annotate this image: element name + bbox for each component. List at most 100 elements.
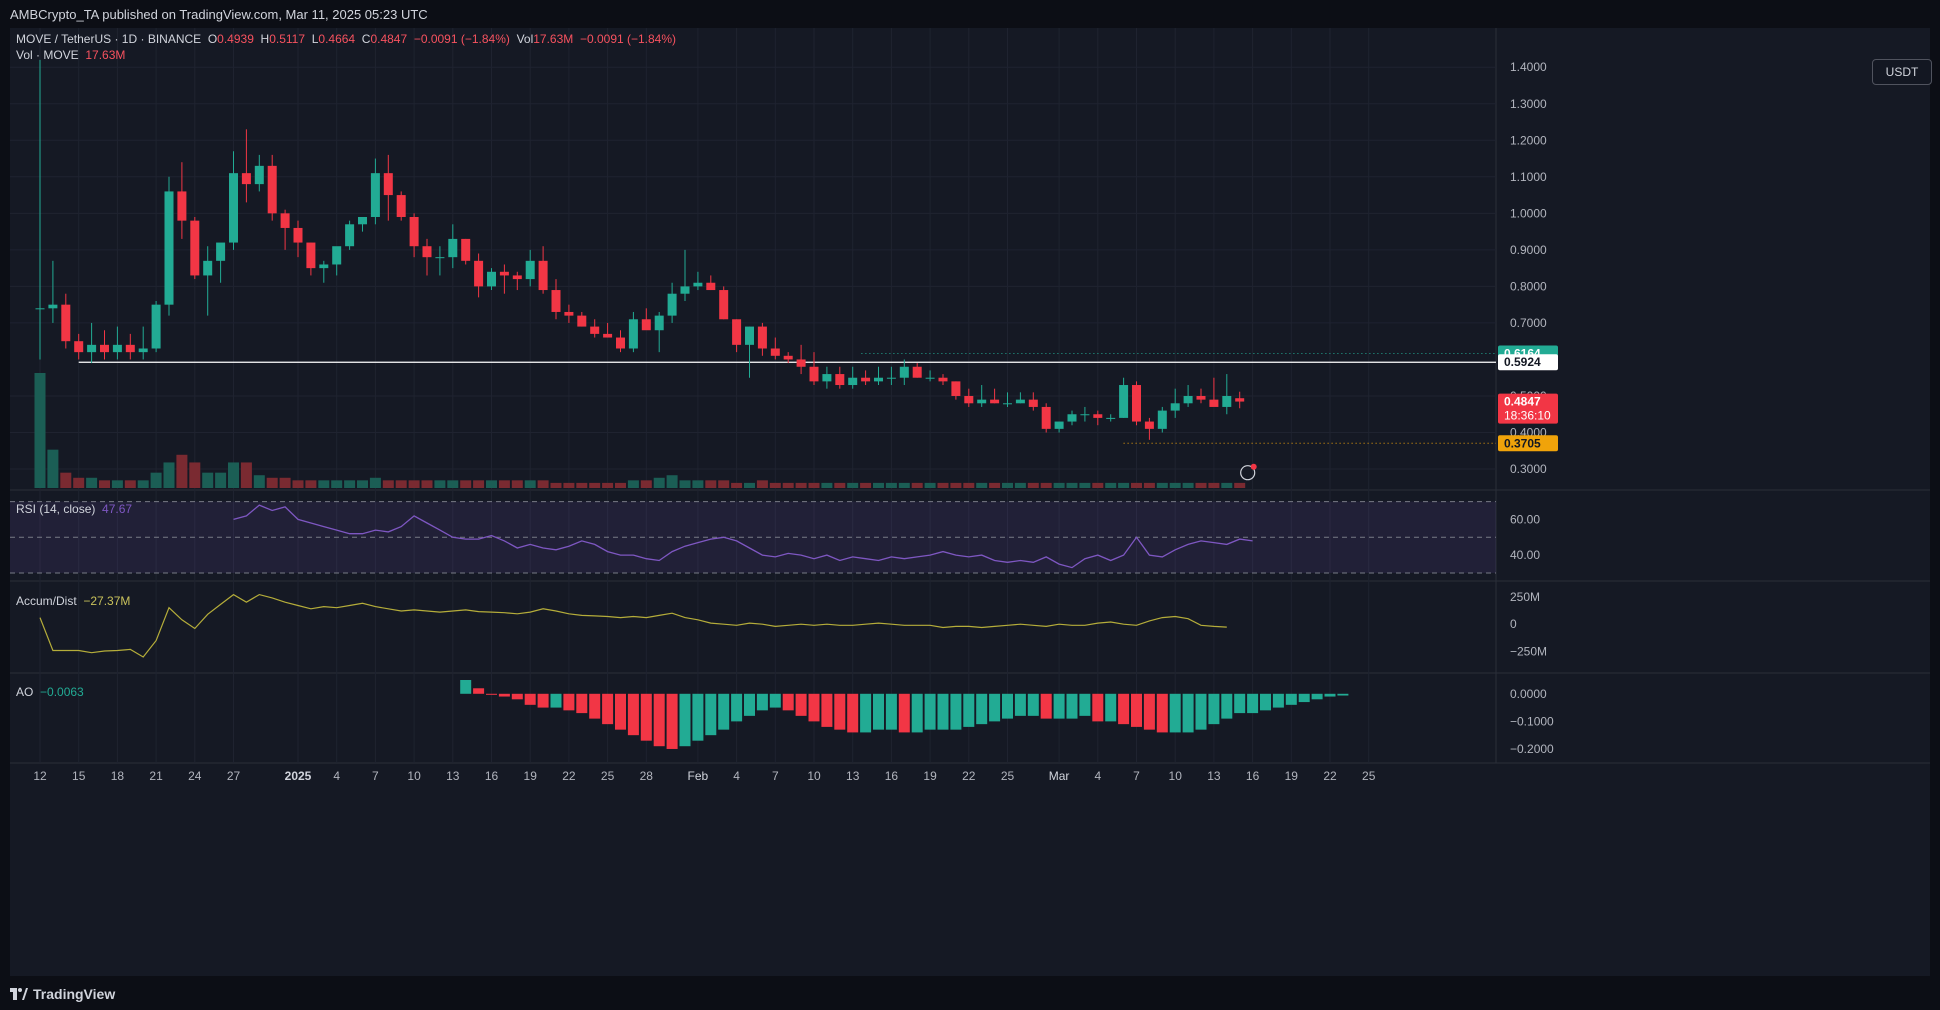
volume-bar <box>1053 482 1065 488</box>
ao-bar <box>963 693 975 727</box>
volume-bar <box>1131 482 1142 488</box>
candle-body <box>964 395 974 404</box>
volume-bar <box>924 482 936 488</box>
candle-body <box>1196 395 1206 400</box>
vol-label: Vol <box>516 32 534 46</box>
candle-body <box>306 242 316 269</box>
ao-bar <box>744 693 755 716</box>
rsi-label[interactable]: RSI (14, close) <box>16 502 96 516</box>
volume-bar <box>1208 482 1220 488</box>
candle-body <box>886 377 896 379</box>
ao-bar <box>1040 693 1052 719</box>
candle-body <box>628 319 638 349</box>
volume-bar <box>1195 482 1207 488</box>
open-value: 0.4939 <box>217 32 254 46</box>
volume-bar <box>357 480 368 488</box>
x-tick-label: 21 <box>149 769 163 783</box>
tradingview-logo-icon <box>10 988 28 1000</box>
candle-body <box>1093 414 1103 418</box>
x-tick-label: 24 <box>188 769 202 783</box>
volume-bar <box>369 477 381 488</box>
ao-pane[interactable] <box>460 680 1349 749</box>
ao-label[interactable]: AO <box>16 685 34 699</box>
low-price-tag-bg <box>1498 435 1558 452</box>
ao-bar <box>498 693 510 697</box>
volume-bar <box>498 480 510 488</box>
candle-body <box>525 260 535 280</box>
accum-dist-pane[interactable] <box>39 593 1227 658</box>
price-tick-label: 1.4000 <box>1510 60 1547 74</box>
low-value: 0.4664 <box>318 32 356 46</box>
volume-bar <box>627 480 639 488</box>
tradingview-logo[interactable]: TradingView <box>10 986 115 1002</box>
candle-body <box>100 344 109 353</box>
vol-series-label[interactable]: Vol · MOVE <box>16 48 79 62</box>
candle-body <box>938 377 948 382</box>
volume-bar <box>537 480 549 488</box>
volume-bar <box>524 480 536 488</box>
alert-dot-icon <box>1250 463 1257 470</box>
volume-bar <box>718 480 730 488</box>
x-tick-label: 4 <box>1094 769 1101 783</box>
ao-bar <box>563 693 575 711</box>
volume-bar <box>615 482 626 488</box>
candle-body <box>822 374 832 382</box>
volume-bar <box>860 482 872 488</box>
ao-bar <box>1272 693 1284 708</box>
price-pane[interactable] <box>34 59 1497 488</box>
candle-body <box>396 195 406 217</box>
candle-body <box>241 173 251 185</box>
candle-body <box>654 315 664 331</box>
candle-body <box>861 377 871 382</box>
ao-bar <box>589 693 601 719</box>
ad-label[interactable]: Accum/Dist <box>16 594 77 608</box>
chart-svg[interactable]: 12 15 18 21 24 27 2025 4 7 10 13 16 19 22 25 28 Feb 4 7 10 1… <box>10 28 1930 976</box>
footer-brand: TradingView <box>33 986 116 1002</box>
ao-bar <box>976 693 988 725</box>
candle-body <box>216 242 226 261</box>
price-tick-label: 0.9000 <box>1510 243 1547 257</box>
ao-bar <box>873 693 884 730</box>
candle-body <box>1222 395 1232 407</box>
x-tick-label: 28 <box>640 769 654 783</box>
volume-bar <box>60 472 72 488</box>
volume-bar <box>1066 482 1078 488</box>
ao-bar <box>460 680 472 694</box>
ao-bar <box>1182 693 1194 733</box>
candle-body <box>358 216 367 225</box>
grid <box>10 28 1930 764</box>
ao-bar <box>1247 693 1259 714</box>
volume-bar <box>744 482 755 488</box>
x-tick-label: 22 <box>962 769 976 783</box>
candle-body <box>112 344 122 353</box>
ao-bar <box>1092 693 1104 722</box>
candle-body <box>745 326 754 345</box>
volume-bar <box>937 482 949 488</box>
chart-area[interactable]: 12 15 18 21 24 27 2025 4 7 10 13 16 19 22 25 28 Feb 4 7 10 1… <box>10 28 1932 976</box>
candle-body <box>641 319 651 331</box>
ao-bar <box>950 693 962 730</box>
ao-bar <box>847 693 859 733</box>
ao-bar <box>782 693 794 711</box>
volume-bar <box>318 480 330 488</box>
candle-body <box>899 366 909 378</box>
candle-body <box>229 173 238 243</box>
volume-bar <box>240 462 252 488</box>
volume-bar <box>576 482 588 488</box>
rsi-pane[interactable] <box>10 501 1496 574</box>
volume-bar <box>163 462 175 488</box>
volume-bar <box>1182 482 1194 488</box>
symbol-label[interactable]: MOVE / TetherUS · 1D · BINANCE <box>16 32 202 46</box>
ad-line <box>39 593 1227 658</box>
price-tick-label: 1.3000 <box>1510 97 1547 111</box>
ao-bar <box>821 693 833 727</box>
candle-body <box>61 304 71 342</box>
candle-body <box>603 333 613 338</box>
ao-bar <box>1053 693 1065 719</box>
ao-bar <box>640 693 652 741</box>
candle-body <box>1132 385 1141 422</box>
x-tick-label: 27 <box>227 769 241 783</box>
x-tick-label: 13 <box>446 769 460 783</box>
volume-bar <box>989 482 1001 488</box>
currency-button[interactable]: USDT <box>1872 59 1932 85</box>
